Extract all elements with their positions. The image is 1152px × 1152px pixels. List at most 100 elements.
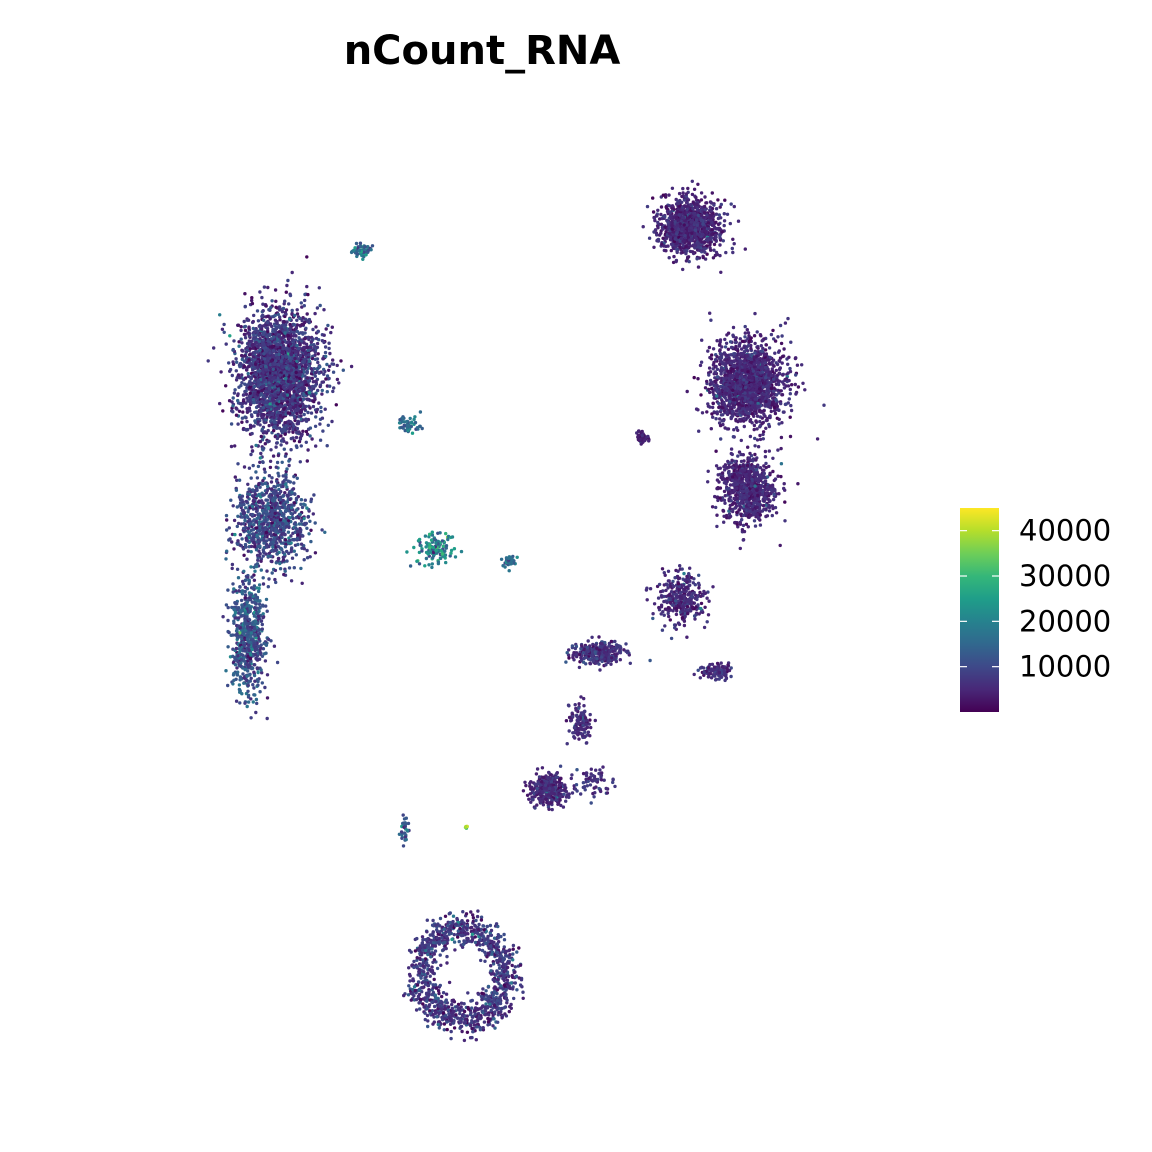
cell-point [667,256,671,260]
cell-point [294,365,298,369]
cell-point [256,515,261,520]
cell-point [323,530,327,534]
cell-point [313,521,317,525]
cell-point [260,313,265,318]
cell-point [239,614,243,618]
cell-point [240,381,244,385]
cell-point [254,506,258,511]
cell-point [278,404,283,408]
cell-point [275,436,280,441]
cell-point [247,621,252,626]
cell-point [257,583,262,587]
cell-point [236,422,240,426]
cell-point [264,518,268,522]
cell-point [242,676,246,680]
cell-point [243,578,247,583]
cell-point [248,640,252,644]
cell-point [304,383,309,387]
cell-point [247,326,251,330]
cell-point [323,407,327,411]
cell-point [234,369,238,373]
cell-point [280,439,284,443]
cell-point [334,403,338,407]
cell-point [257,492,261,497]
cell-point [257,586,261,591]
cell-point [453,555,458,559]
cell-point [430,565,434,570]
cell-point [397,421,402,425]
cell-point [292,501,297,505]
cell-point [256,614,261,618]
cell-point [444,546,448,550]
cell-point [330,419,334,424]
cell-point [313,424,318,428]
cell-point [415,559,419,563]
cell-point [252,686,256,690]
cell-point [436,531,440,535]
cell-point [270,487,274,491]
cell-point [243,324,248,329]
cell-point [298,404,303,408]
cell-point [289,579,294,583]
cell-point [237,478,242,482]
cell-point [288,358,292,363]
cell-point [279,443,283,447]
cell-point [276,556,281,561]
cell-point [252,313,256,318]
cell-point [302,412,306,417]
cell-point [303,292,307,297]
cell-point [322,308,326,312]
cell-point [677,191,682,196]
cell-point [283,421,287,425]
cell-point [229,498,233,502]
cell-point [318,365,322,369]
cell-point [256,644,260,649]
cell-point [219,370,223,374]
cell-point [231,347,235,352]
cell-point [254,340,258,345]
cell-point [262,522,266,526]
cell-point [306,335,310,340]
cell-point [275,441,279,445]
cell-point [261,309,265,313]
cell-point [231,404,235,408]
cell-point [303,298,307,303]
cell-point [245,633,249,638]
cell-point [322,372,326,376]
cell-point [267,423,271,428]
cell-point [308,406,312,410]
cell-point [310,356,315,361]
cell-point [295,323,299,327]
cell-point [337,381,341,385]
cell-point [280,350,285,355]
cell-point [293,404,298,409]
cell-point [300,505,305,510]
cell-point [224,669,228,673]
cell-point [238,701,242,705]
cell-point [335,377,340,382]
cell-point [250,504,255,509]
cell-point [288,516,292,520]
cell-point [255,476,260,480]
cell-point [300,318,304,323]
cell-point [363,245,367,249]
cell-point [322,333,326,337]
cell-point [272,376,276,380]
cell-point [256,330,260,334]
cell-point [434,549,438,553]
cell-point [313,551,318,555]
cell-point [431,545,436,550]
cell-point [403,420,407,424]
cell-point [664,205,668,209]
cell-point [236,608,240,612]
cell-point [254,697,259,702]
cell-point [257,482,261,486]
cell-point [287,349,291,353]
cell-point [243,545,248,549]
cell-point [441,544,445,548]
cell-point [301,332,305,336]
cell-point [260,429,264,433]
cell-point [311,327,315,332]
cell-point [330,362,334,366]
